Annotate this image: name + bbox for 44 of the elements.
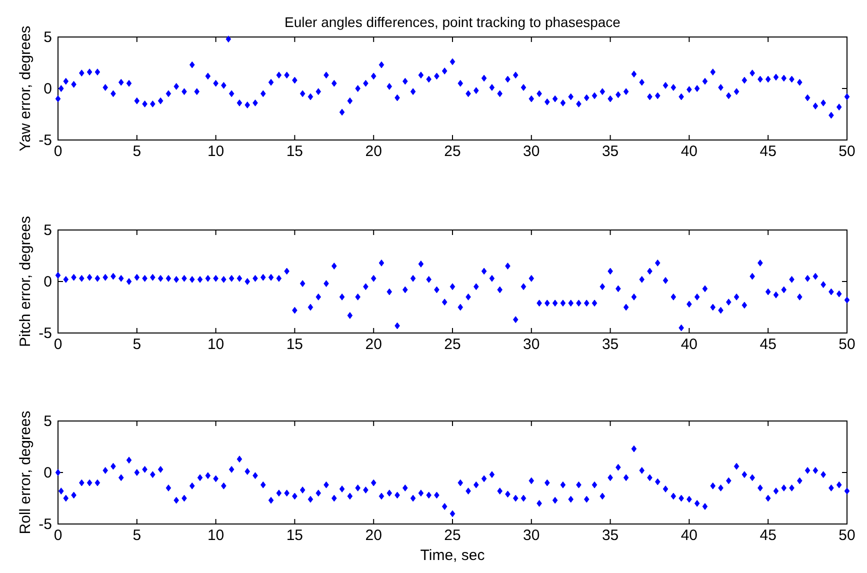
x-tick-label: 30 — [523, 527, 540, 544]
x-tick-label: 35 — [602, 143, 619, 160]
x-tick-label: 30 — [523, 336, 540, 353]
x-tick-label: 30 — [523, 143, 540, 160]
y-tick-label: 5 — [44, 413, 52, 430]
x-tick-label: 50 — [838, 143, 856, 160]
y-tick-label: -5 — [38, 516, 52, 533]
y-tick-label: 0 — [44, 464, 52, 482]
x-tick-label: 10 — [207, 527, 224, 544]
x-tick-label: 50 — [838, 527, 856, 544]
x-tick-label: 40 — [680, 527, 698, 544]
x-tick-label: 15 — [286, 527, 304, 544]
x-tick-label: 25 — [444, 336, 461, 353]
y-axis-title: Yaw error, degrees — [17, 26, 34, 152]
x-tick-label: 5 — [132, 143, 142, 160]
x-tick-label: 20 — [365, 527, 382, 544]
x-tick-label: 35 — [602, 527, 619, 544]
y-tick-label: 5 — [44, 222, 52, 239]
x-tick-label: 40 — [680, 143, 698, 160]
y-tick-label: 0 — [44, 274, 52, 290]
x-axis-title: Time, sec — [420, 547, 486, 564]
y-tick-label: 0 — [44, 80, 52, 98]
x-tick-label: 45 — [760, 527, 776, 544]
x-tick-label: 25 — [444, 527, 461, 544]
x-tick-label: 10 — [207, 143, 224, 160]
x-tick-label: 15 — [286, 336, 304, 353]
y-tick-label: -5 — [38, 132, 52, 149]
x-tick-label: 40 — [680, 336, 698, 353]
x-tick-label: 35 — [602, 336, 619, 353]
x-tick-label: 10 — [207, 336, 224, 353]
y-axis-title: Roll error, degrees — [17, 410, 34, 534]
x-tick-label: 15 — [286, 143, 304, 160]
y-tick-label: 5 — [44, 29, 52, 46]
x-tick-label: 20 — [365, 143, 382, 160]
y-axis-title: Pitch error, degrees — [17, 216, 34, 347]
x-tick-label: 5 — [132, 527, 142, 544]
y-tick-label: -5 — [38, 325, 52, 342]
x-tick-label: 20 — [365, 336, 382, 353]
x-tick-label: 50 — [838, 336, 856, 353]
x-tick-label: 5 — [132, 336, 142, 353]
chart-title: Euler angles differences, point tracking to phasespace — [284, 14, 621, 30]
x-tick-label: 25 — [444, 143, 461, 160]
x-tick-label: 45 — [760, 336, 776, 353]
x-tick-label: 45 — [760, 143, 776, 160]
